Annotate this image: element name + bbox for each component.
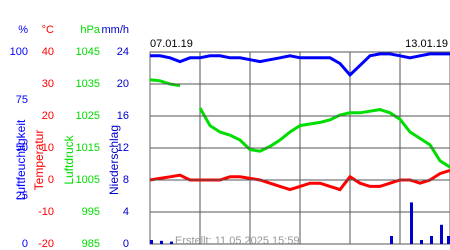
y-tick-label: -10	[38, 206, 54, 218]
precip-bar	[440, 224, 443, 244]
axis-unit: %	[18, 24, 28, 36]
precip-bar	[160, 240, 163, 244]
y-tick-label: 75	[16, 94, 28, 106]
precip-bar	[420, 240, 423, 244]
axis-label: Luftdruck	[62, 134, 76, 184]
precip-bar	[447, 236, 450, 244]
y-tick-label: 985	[82, 238, 100, 250]
precip-bar	[430, 236, 433, 244]
y-tick-label: 24	[117, 46, 129, 58]
y-tick-label: 10	[42, 142, 54, 154]
date-label: 07.01.19	[150, 38, 193, 50]
y-tick-label: 50	[16, 142, 28, 154]
axis-unit: mm/h	[102, 24, 130, 36]
y-tick-label: 1005	[76, 174, 100, 186]
precip-bar	[170, 241, 173, 244]
y-tick-label: 995	[82, 206, 100, 218]
precip-bar	[150, 240, 153, 244]
series-line	[150, 52, 450, 78]
axis-label: Niederschlag	[107, 125, 121, 195]
y-tick-label: 4	[123, 206, 129, 218]
y-tick-label: 0	[48, 174, 54, 186]
footer: Erstellt: 11.05.2025 15:59	[175, 235, 300, 247]
y-tick-label: 100	[10, 46, 28, 58]
precip-bar	[410, 202, 413, 244]
y-tick-label: 1015	[76, 142, 100, 154]
y-tick-label: 40	[42, 46, 54, 58]
y-tick-label: 16	[117, 110, 129, 122]
y-tick-label: 1025	[76, 110, 100, 122]
y-tick-label: 1035	[76, 78, 100, 90]
series-line	[149, 78, 450, 169]
axis-label: Luftfeuchtigkeit	[14, 119, 28, 200]
axis-unit: °C	[42, 24, 54, 36]
date-label: 13.01.19	[405, 38, 448, 50]
axis-label: Temperatur	[32, 130, 46, 191]
y-tick-label: 25	[16, 190, 28, 202]
y-tick-label: 8	[123, 174, 129, 186]
axis-unit: hPa	[80, 24, 100, 36]
y-tick-label: 12	[117, 142, 129, 154]
y-tick-label: 20	[42, 110, 54, 122]
y-tick-label: -20	[38, 238, 54, 250]
y-tick-label: 0	[22, 238, 28, 250]
y-tick-label: 0	[123, 238, 129, 250]
precip-bar	[390, 236, 393, 244]
y-tick-label: 20	[117, 78, 129, 90]
y-tick-label: 1045	[76, 46, 100, 58]
y-tick-label: 30	[42, 78, 54, 90]
